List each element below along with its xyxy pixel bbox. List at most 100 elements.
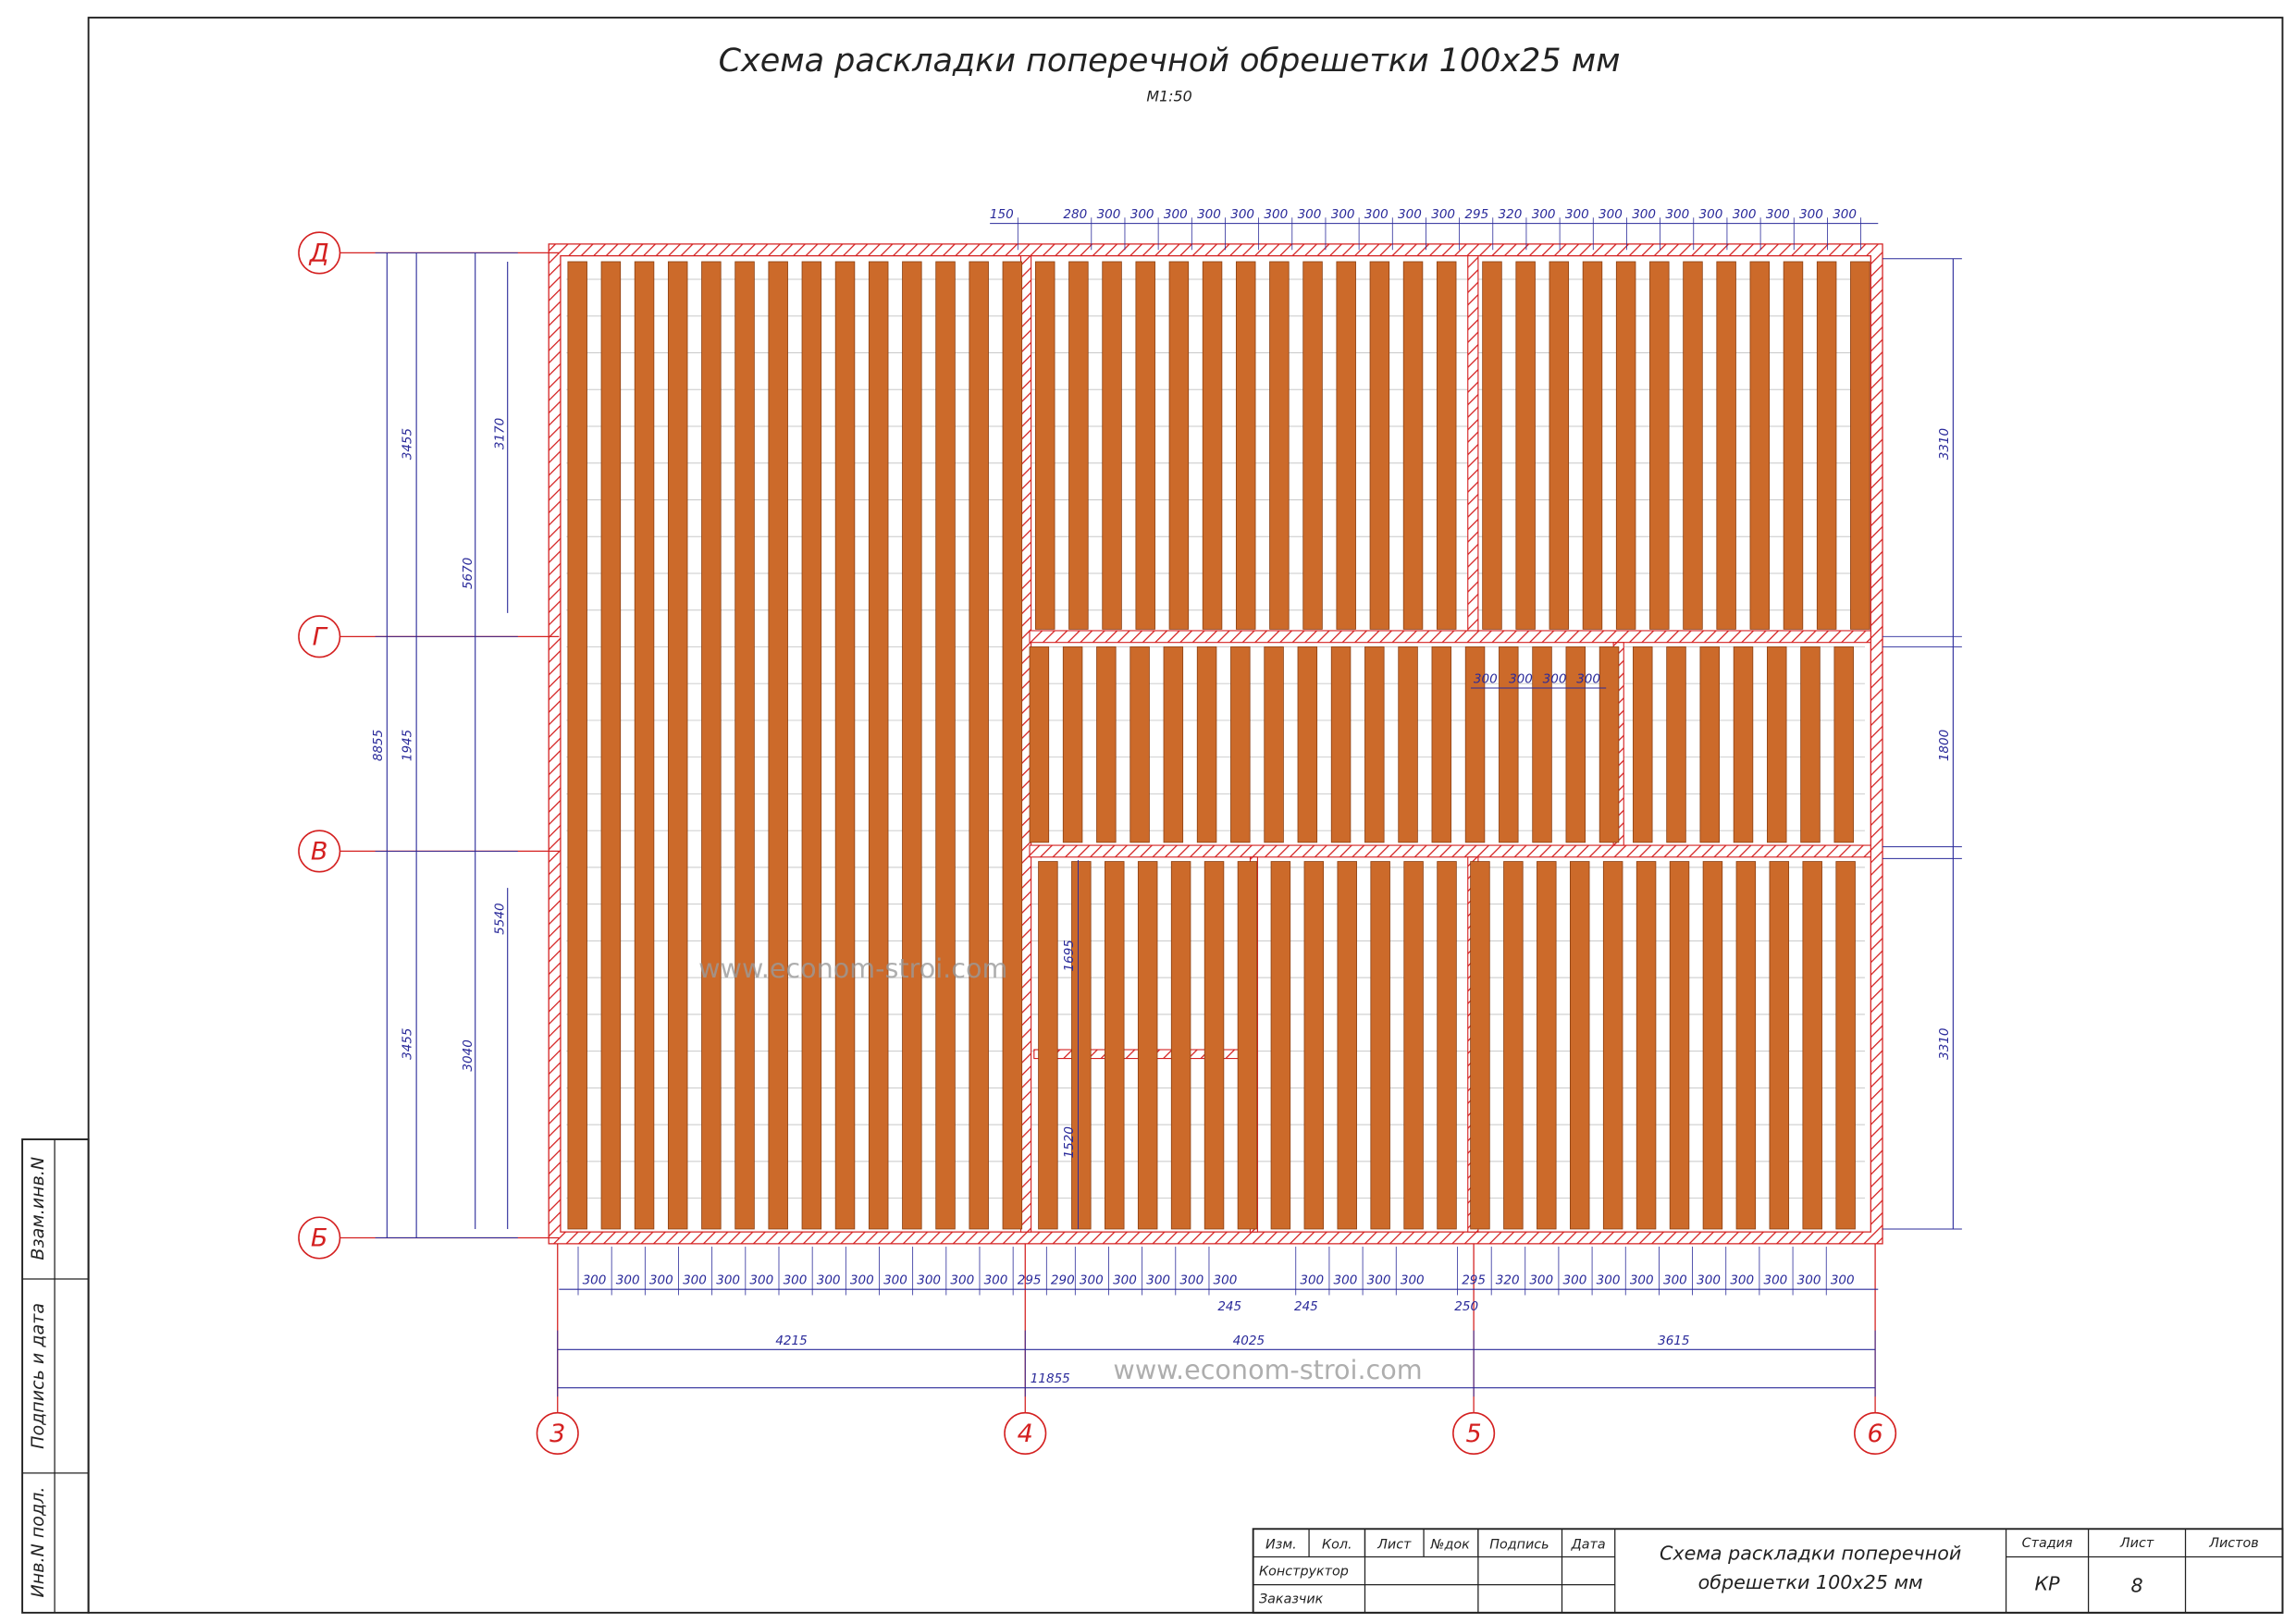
watermark: www.econom-stroi.com [1113, 1354, 1422, 1385]
dim-text: 300 [716, 1273, 740, 1288]
batten [1269, 261, 1290, 630]
axis-bubble [298, 615, 341, 658]
batten [834, 261, 856, 1230]
batten [667, 261, 688, 1230]
outer-wall [548, 243, 1883, 1245]
batten [1398, 646, 1418, 843]
stamp-row: Заказчик [1259, 1592, 1324, 1607]
side-stamp-text: Подпись и дата [28, 1303, 48, 1449]
batten [868, 261, 889, 1230]
dim-text: 300 [1130, 207, 1154, 222]
dim-text: 1520 [1062, 1126, 1077, 1158]
batten [1482, 261, 1502, 630]
stamp-header: Лист [2119, 1536, 2154, 1551]
batten [1735, 861, 1757, 1230]
batten [1666, 646, 1686, 843]
dim-text: 300 [917, 1273, 941, 1288]
axis-bubble [1452, 1411, 1496, 1455]
dim-text: 300 [1401, 1273, 1425, 1288]
batten [801, 261, 822, 1230]
axis-bubble [298, 830, 341, 873]
dim-text: 295 [1462, 1273, 1486, 1288]
dim-text: 300 [1766, 207, 1790, 222]
dim-text: 295 [1464, 207, 1488, 222]
stamp-header: Стадия [2022, 1536, 2073, 1551]
axis-label: В [311, 838, 328, 867]
dim-text: 300 [1597, 1273, 1621, 1288]
batten [969, 261, 989, 1230]
dim-text: 300 [1179, 1273, 1204, 1288]
dim-text: 300 [1833, 207, 1857, 222]
batten [1582, 261, 1603, 630]
dim-text: 300 [1097, 207, 1121, 222]
stamp-title: Схема раскладки поперечной [1660, 1542, 1961, 1564]
batten [1370, 861, 1390, 1230]
batten [1833, 646, 1854, 843]
dim-text: 300 [1334, 1273, 1358, 1288]
side-stamp-text: Взам.инв.N [28, 1157, 48, 1260]
axis-bubble [1854, 1411, 1897, 1455]
batten [1436, 261, 1457, 630]
dim-text: 300 [683, 1273, 707, 1288]
batten [902, 261, 922, 1230]
batten [1105, 861, 1125, 1230]
dim-text: 300 [1565, 207, 1589, 222]
batten [1767, 646, 1787, 843]
batten [1437, 861, 1457, 1230]
dim-text: 300 [1799, 207, 1823, 222]
stamp-header: №док [1430, 1538, 1471, 1553]
batten [1337, 861, 1357, 1230]
batten [1196, 646, 1217, 843]
dim-text: 300 [1730, 1273, 1754, 1288]
dim-text: 300 [1630, 1273, 1654, 1288]
dim-text: 3040 [461, 1039, 475, 1071]
dim-text: 300 [1532, 207, 1556, 222]
axis-bubble [1004, 1411, 1047, 1455]
dim-text: 300 [649, 1273, 673, 1288]
stamp [1252, 1528, 2284, 1614]
axis-bubble [298, 231, 341, 275]
dim-text: 300 [1665, 207, 1689, 222]
batten [1029, 646, 1050, 843]
batten [567, 261, 587, 1230]
axis-label: 6 [1867, 1420, 1882, 1448]
batten [1168, 261, 1190, 630]
dim-text: 250 [1454, 1299, 1478, 1314]
batten [701, 261, 722, 1230]
batten [1633, 646, 1653, 843]
axis-label: Г [313, 622, 328, 651]
batten [1129, 646, 1150, 843]
stamp-header: Дата [1571, 1538, 1606, 1553]
dim-text: 3455 [401, 1027, 415, 1059]
batten [1464, 646, 1486, 843]
batten [1096, 646, 1117, 843]
axis-label: 5 [1466, 1420, 1482, 1448]
batten [1135, 261, 1155, 630]
batten [1733, 646, 1754, 843]
batten [1402, 261, 1424, 630]
batten [1303, 861, 1325, 1230]
batten [1038, 861, 1058, 1230]
dim-text: 300 [1733, 207, 1757, 222]
dim-text: 300 [1576, 671, 1600, 686]
stamp-header: Кол. [1322, 1538, 1352, 1553]
dim-text: 300 [1298, 207, 1322, 222]
dim-text: 8855 [371, 730, 386, 761]
batten [1163, 646, 1184, 843]
dim-text: 245 [1217, 1299, 1241, 1314]
batten [1615, 261, 1636, 630]
inner-wall [1467, 255, 1479, 632]
dim-text: 300 [784, 1273, 808, 1288]
batten [1702, 861, 1723, 1230]
dim-text: 300 [883, 1273, 907, 1288]
title: Схема раскладки поперечной обрешетки 100… [719, 43, 1621, 80]
dim-text: 300 [1474, 671, 1498, 686]
dim-text: 300 [1080, 1273, 1104, 1288]
stage: КР [2035, 1573, 2061, 1595]
dim-text: 300 [1831, 1273, 1855, 1288]
axis-label: Д [309, 240, 329, 268]
batten [1102, 261, 1122, 630]
dim-text: 300 [950, 1273, 974, 1288]
dim-text: 300 [1264, 207, 1288, 222]
dim-text: 300 [1697, 1273, 1721, 1288]
